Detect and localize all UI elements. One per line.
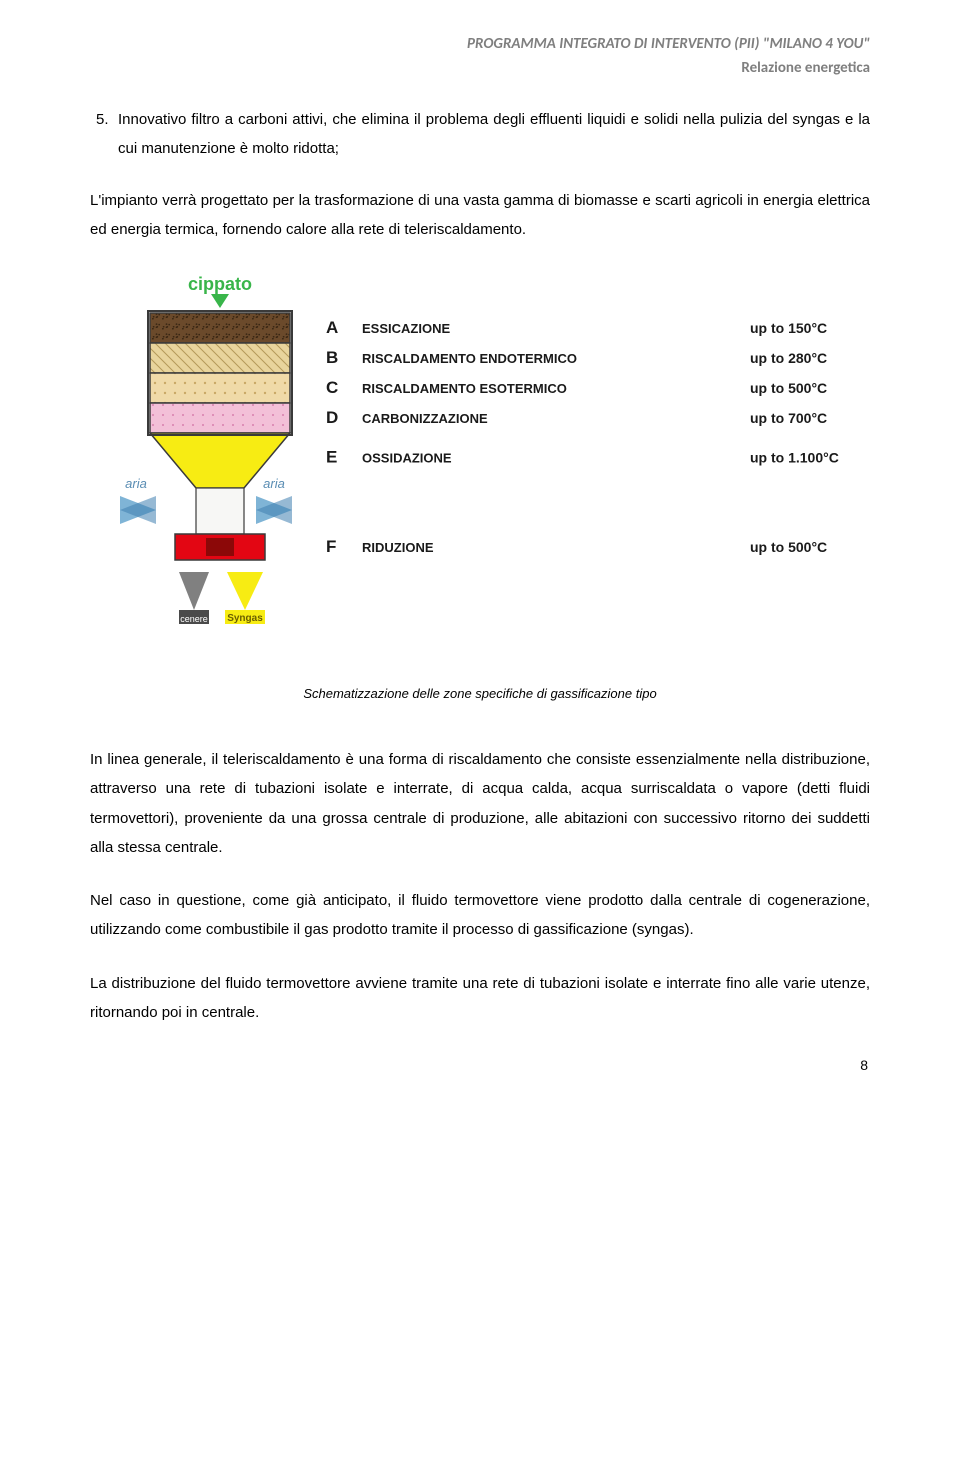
page-number: 8 (860, 1057, 868, 1073)
svg-text:up to 700°C: up to 700°C (750, 410, 827, 426)
header-title: PROGRAMMA INTEGRATO DI INTERVENTO (PII) … (90, 35, 870, 53)
svg-text:E: E (326, 448, 337, 467)
paragraph-1: L'impianto verrà progettato per la trasf… (90, 186, 870, 245)
gasification-diagram: cippato A ESSICAZIONE up to 150°C B RISCALDAM… (90, 268, 870, 668)
svg-text:RIDUZIONE: RIDUZIONE (362, 540, 434, 555)
paragraph-2: In linea generale, il teleriscaldamento … (90, 745, 870, 862)
paragraph-4: La distribuzione del fluido termovettore… (90, 969, 870, 1028)
svg-text:cippato: cippato (188, 274, 252, 294)
svg-text:aria: aria (263, 476, 285, 491)
svg-text:B: B (326, 348, 338, 367)
svg-text:A: A (326, 318, 338, 337)
svg-text:up to 1.100°C: up to 1.100°C (750, 450, 839, 466)
svg-text:up to 500°C: up to 500°C (750, 539, 827, 555)
svg-text:Syngas: Syngas (227, 613, 263, 624)
svg-text:RISCALDAMENTO ENDOTERMICO: RISCALDAMENTO ENDOTERMICO (362, 351, 577, 366)
svg-text:D: D (326, 408, 338, 427)
svg-text:C: C (326, 378, 338, 397)
svg-text:RISCALDAMENTO ESOTERMICO: RISCALDAMENTO ESOTERMICO (362, 381, 567, 396)
paragraph-3: Nel caso in questione, come già anticipa… (90, 886, 870, 945)
list-text: Innovativo filtro a carboni attivi, che … (118, 105, 870, 164)
header-subtitle: Relazione energetica (90, 59, 870, 77)
svg-text:aria: aria (125, 476, 147, 491)
svg-text:cenere: cenere (180, 614, 208, 624)
svg-text:F: F (326, 537, 336, 556)
numbered-list-item: 5. Innovativo filtro a carboni attivi, c… (90, 105, 870, 164)
svg-text:up to 500°C: up to 500°C (750, 380, 827, 396)
page-header: PROGRAMMA INTEGRATO DI INTERVENTO (PII) … (90, 35, 870, 77)
svg-text:up to 280°C: up to 280°C (750, 350, 827, 366)
svg-text:OSSIDAZIONE: OSSIDAZIONE (362, 451, 452, 466)
svg-text:CARBONIZZAZIONE: CARBONIZZAZIONE (362, 411, 488, 426)
diagram-caption: Schematizzazione delle zone specifiche d… (90, 686, 870, 701)
svg-text:up to 150°C: up to 150°C (750, 320, 827, 336)
diagram-svg: cippato A ESSICAZIONE up to 150°C B RISCALDAM… (90, 268, 870, 668)
list-number: 5. (90, 105, 118, 164)
svg-text:ESSICAZIONE: ESSICAZIONE (362, 321, 450, 336)
